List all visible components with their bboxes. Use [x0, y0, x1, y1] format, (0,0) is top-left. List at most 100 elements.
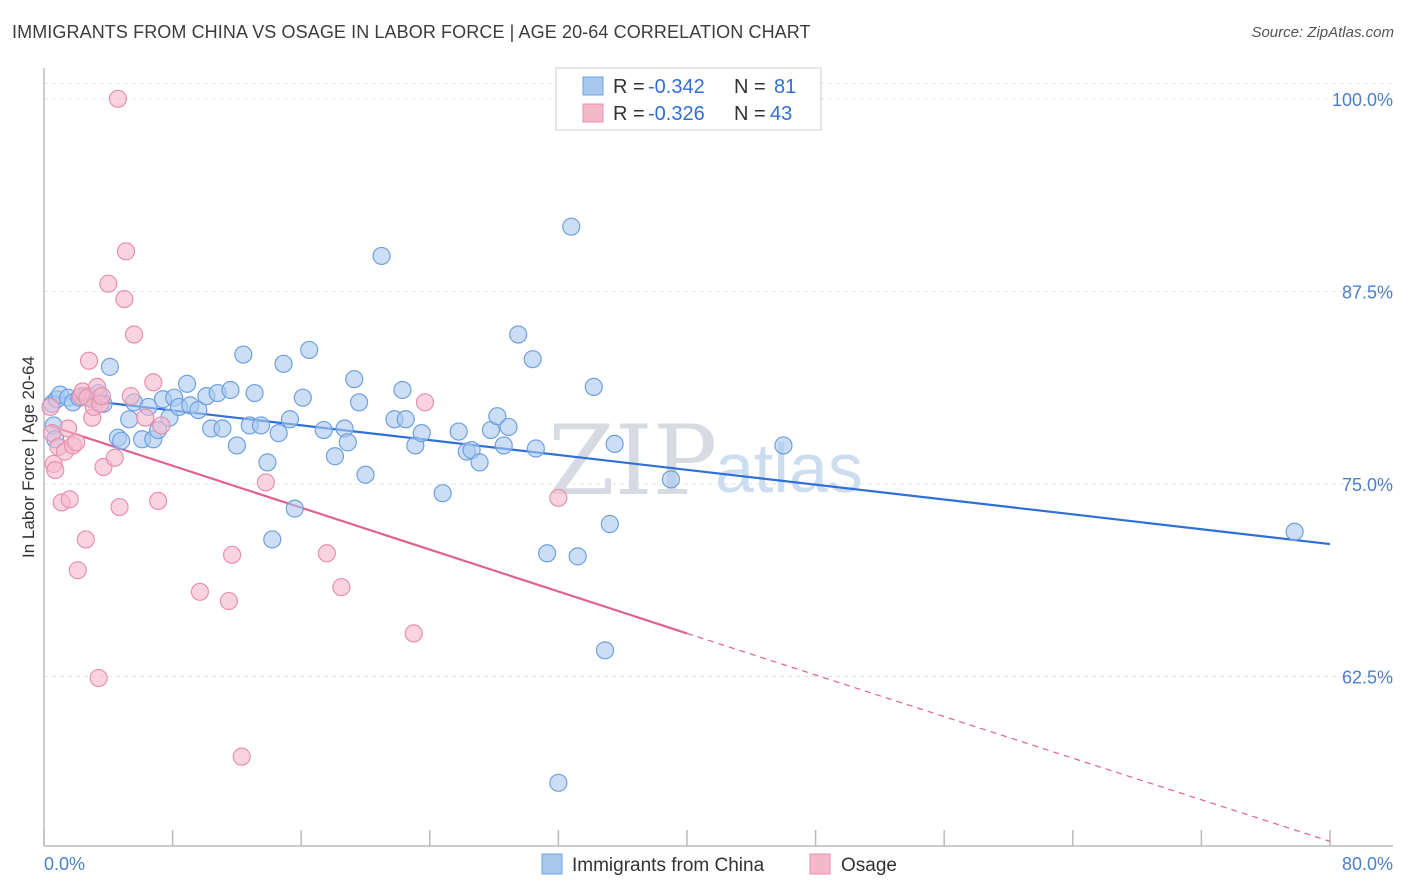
point-0-53	[372, 246, 391, 266]
point-1-3	[46, 460, 65, 480]
legend-r-label-china: R =	[613, 76, 645, 98]
point-0-41	[274, 354, 293, 373]
point-0-32	[221, 380, 240, 400]
point-1-27	[110, 497, 129, 517]
point-1-16	[79, 351, 99, 370]
point-0-38	[258, 453, 277, 472]
point-0-40	[269, 424, 288, 443]
gridlines	[44, 82, 1393, 678]
point-1-31	[124, 325, 144, 344]
point-0-33	[227, 436, 246, 455]
source-label: Source: ZipAtlas.com	[1251, 24, 1394, 41]
y-tick-labels: 62.5% 75.0% 87.5% 100.0%	[1332, 90, 1393, 688]
bottom-legend-label-osage: Osage	[841, 855, 897, 876]
point-0-81	[1285, 522, 1304, 541]
bottom-legend-swatch-osage	[809, 853, 831, 875]
point-0-34	[234, 345, 253, 364]
point-0-31	[213, 419, 232, 438]
point-0-73	[562, 217, 581, 236]
point-0-51	[349, 393, 369, 412]
point-1-11	[68, 561, 87, 580]
point-1-40	[256, 473, 275, 492]
point-0-12	[100, 357, 120, 376]
point-0-63	[470, 453, 489, 472]
legend-swatch-osage	[582, 103, 604, 123]
y-axis-label: In Labor Force | Age 20-64	[19, 356, 38, 558]
point-1-25	[105, 448, 124, 467]
series-0	[42, 217, 1304, 792]
point-0-27	[189, 400, 208, 420]
point-0-72	[549, 773, 568, 792]
point-1-22	[92, 387, 111, 406]
point-1-7	[59, 419, 78, 438]
point-0-49	[338, 433, 357, 452]
point-0-36	[245, 383, 264, 403]
point-0-43	[285, 499, 304, 518]
y-tick-label-1: 75.0%	[1342, 475, 1393, 495]
point-0-76	[595, 641, 615, 660]
x-tick-label-min: 0.0%	[44, 854, 85, 874]
x-tick-marks	[43, 830, 1331, 846]
legend-n-value-china: 81	[774, 76, 796, 98]
point-1-14	[76, 530, 95, 549]
point-1-29	[116, 242, 136, 261]
point-0-56	[396, 410, 415, 429]
legend-n-label-osage: N =	[734, 103, 766, 125]
point-0-39	[263, 530, 282, 549]
point-0-69	[523, 350, 542, 369]
legend-r-value-osage: -0.326	[648, 103, 705, 125]
y-tick-label-0: 62.5%	[1342, 668, 1393, 688]
point-1-37	[219, 591, 238, 611]
point-0-70	[526, 439, 545, 458]
point-0-66	[494, 436, 513, 455]
chart-title: IMMIGRANTS FROM CHINA VS OSAGE IN LABOR …	[12, 22, 811, 42]
point-0-37	[251, 416, 271, 435]
legend-bottom: Immigrants from China Osage	[541, 853, 897, 876]
point-0-78	[605, 434, 624, 454]
point-1-43	[404, 624, 423, 643]
point-0-71	[538, 544, 557, 563]
point-0-79	[661, 470, 681, 489]
point-0-15	[120, 410, 139, 429]
bottom-legend-label-china: Immigrants from China	[572, 855, 765, 876]
point-1-39	[232, 747, 251, 766]
point-1-10	[67, 433, 86, 452]
point-0-60	[449, 422, 468, 441]
y-tick-label-2: 87.5%	[1342, 282, 1393, 302]
point-1-30	[121, 387, 140, 406]
point-1-28	[115, 289, 134, 309]
point-0-50	[345, 370, 364, 389]
point-1-0	[41, 397, 60, 417]
point-0-68	[509, 325, 528, 344]
watermark-zip: ZIP	[548, 405, 717, 517]
axes	[43, 68, 1393, 847]
point-0-47	[325, 447, 345, 466]
legend-n-label-china: N =	[734, 76, 766, 98]
point-1-8	[60, 490, 79, 509]
point-0-45	[300, 340, 319, 360]
point-1-36	[190, 582, 210, 601]
y-tick-label-3: 100.0%	[1332, 90, 1393, 110]
bottom-legend-swatch-china	[541, 853, 563, 875]
point-1-33	[144, 373, 163, 392]
point-1-42	[332, 578, 351, 597]
point-0-52	[356, 465, 375, 484]
point-1-44	[415, 393, 435, 412]
point-1-34	[149, 491, 168, 511]
point-1-24	[99, 274, 118, 293]
point-0-25	[177, 374, 197, 393]
point-1-35	[152, 416, 171, 435]
legend-r-label-osage: R =	[613, 103, 645, 125]
legend-top: R = -0.342 N = 81 R = -0.326 N = 43	[555, 67, 822, 131]
watermark: ZIP atlas	[548, 405, 863, 517]
point-0-58	[412, 424, 431, 443]
point-0-74	[568, 547, 587, 566]
data-points	[41, 89, 1304, 792]
point-0-80	[774, 436, 793, 455]
point-1-41	[317, 544, 337, 563]
trend-line-dashed-1	[686, 632, 1331, 842]
legend-n-value-osage: 43	[770, 103, 792, 125]
point-0-14	[112, 431, 131, 450]
point-0-77	[600, 514, 619, 534]
